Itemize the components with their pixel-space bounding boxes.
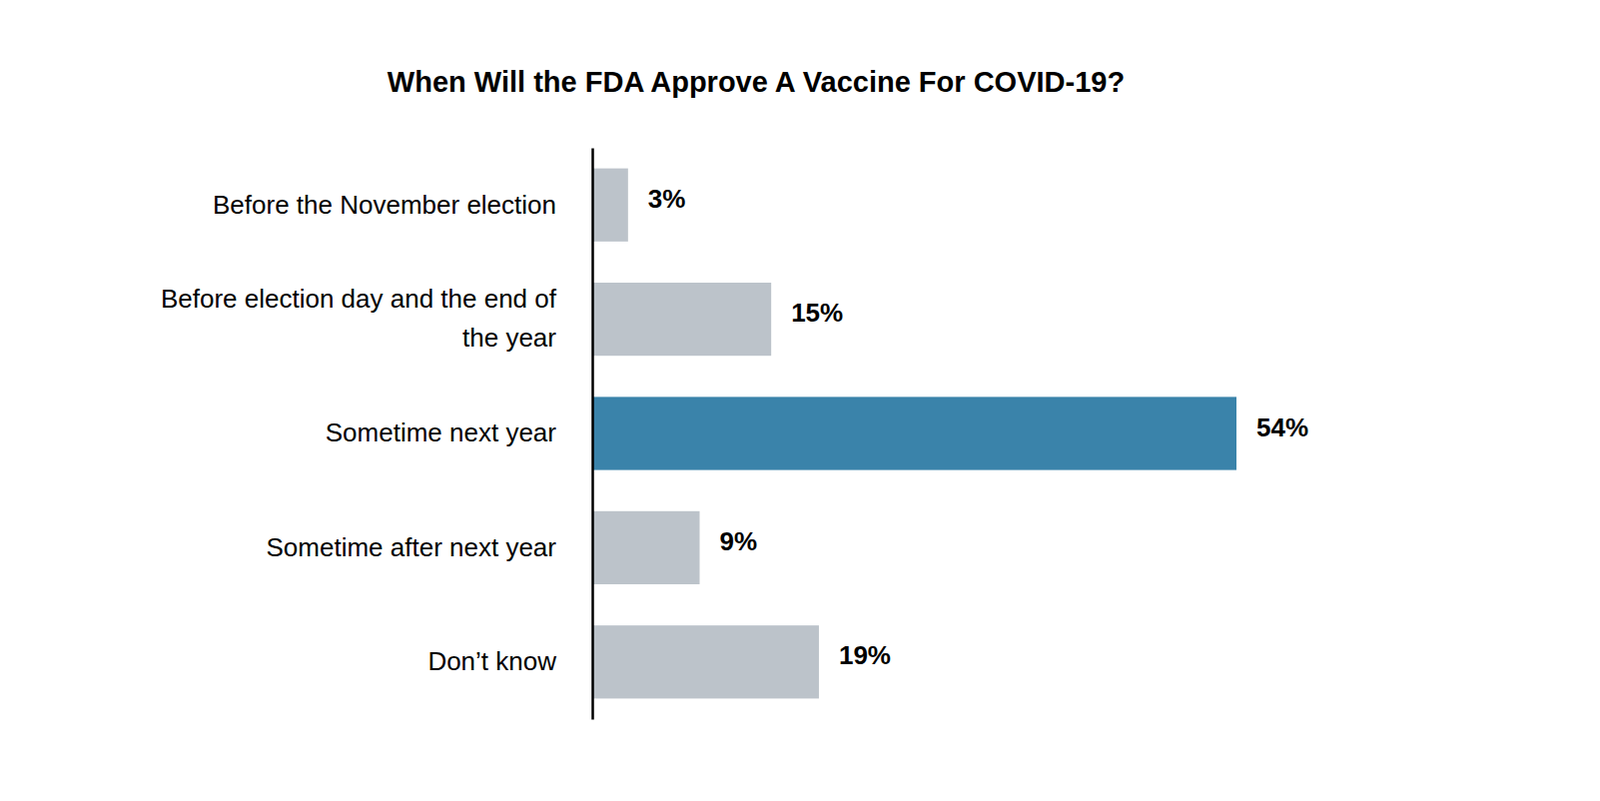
data-label: 9% [720, 526, 759, 557]
data-label: 19% [838, 640, 891, 671]
axis-line [591, 148, 595, 721]
bar [592, 282, 772, 356]
bar [592, 511, 701, 585]
bar [592, 625, 819, 699]
tick: Sometime next year [325, 417, 593, 448]
tick: Before election day and the end ofthe ye… [160, 283, 593, 353]
data-label: 54% [1256, 412, 1309, 443]
bar [592, 396, 1237, 470]
category-label: Sometime next year [325, 417, 558, 448]
tick: Don’t know [427, 646, 593, 677]
tick: Sometime after next year [266, 532, 593, 563]
data-label: 3% [648, 183, 687, 214]
y-axis: Before the November election Before elect… [160, 148, 594, 721]
title: When Will the FDA Approve A Vaccine For … [387, 65, 1125, 98]
bars [592, 168, 1237, 700]
chart: When Will the FDA Approve A Vaccine For … [0, 0, 1600, 801]
data-label: 15% [791, 297, 843, 328]
data-labels: 3% 15% 54% 9% 19% [648, 183, 1309, 672]
category-label: Don’t know [427, 646, 557, 677]
bar [592, 168, 629, 242]
category-label: Before the November election [212, 189, 557, 220]
tick: Before the November election [212, 189, 593, 220]
category-label: Sometime after next year [266, 532, 558, 563]
category-label: Before election day and the end ofthe ye… [160, 283, 558, 353]
